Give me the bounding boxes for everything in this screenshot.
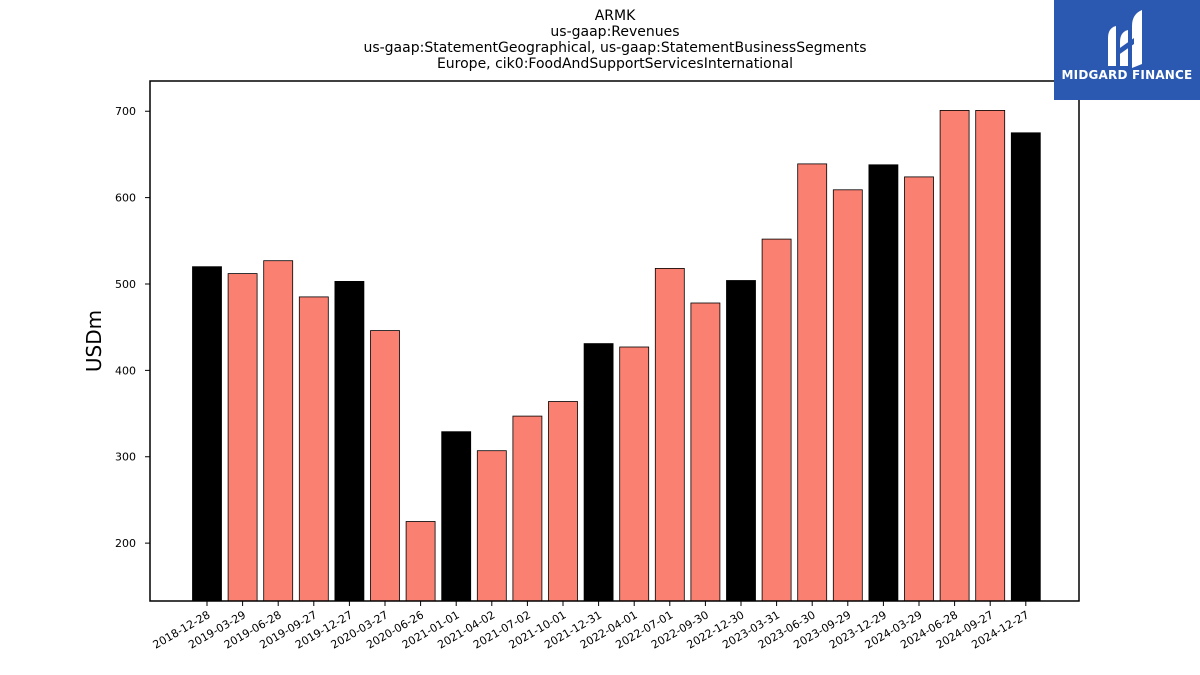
bar	[298, 296, 329, 602]
bar	[548, 401, 578, 602]
bar	[726, 280, 756, 602]
title-line: us-gaap:Revenues	[550, 24, 679, 40]
bar	[797, 163, 828, 602]
bar	[690, 302, 721, 602]
x-axis: 2018-12-282019-03-292019-06-282019-09-27…	[151, 601, 1031, 652]
chart-title: ARMKus-gaap:Revenuesus-gaap:StatementGeo…	[363, 8, 866, 72]
bar	[583, 343, 614, 602]
plot-frame	[149, 80, 1080, 602]
bars	[192, 110, 1041, 602]
bar	[1010, 132, 1041, 602]
bar	[761, 238, 792, 602]
bar	[192, 266, 222, 602]
y-tick-label: 300	[115, 451, 136, 464]
bar	[654, 267, 685, 602]
bar	[904, 176, 934, 602]
bar	[868, 164, 899, 602]
bar	[405, 521, 436, 602]
y-tick-label: 200	[115, 537, 136, 550]
midgard-finance-logo: MIDGARD FINANCE	[1054, 0, 1200, 100]
bar	[263, 260, 294, 602]
logo-text: MIDGARD FINANCE	[1061, 68, 1193, 82]
midgard-logo-icon	[1108, 10, 1142, 68]
y-tick-label: 700	[115, 105, 136, 118]
bar	[370, 330, 400, 602]
y-tick-label: 600	[115, 192, 136, 205]
bar	[512, 415, 543, 602]
bar	[832, 189, 863, 602]
bar	[975, 110, 1006, 602]
y-axis: 200 300 400 500 600 700	[115, 105, 150, 550]
bar	[619, 346, 650, 602]
bar	[227, 273, 258, 602]
bar	[476, 450, 507, 602]
bar	[939, 110, 970, 602]
title-line: us-gaap:StatementGeographical, us-gaap:S…	[363, 40, 866, 56]
bar	[334, 280, 365, 602]
y-tick-label: 500	[115, 278, 136, 291]
y-axis-label: USDm	[82, 310, 106, 372]
y-tick-label: 400	[115, 364, 136, 377]
title-line: ARMK	[595, 8, 636, 24]
title-line: Europe, cik0:FoodAndSupportServicesInter…	[437, 56, 793, 72]
bar	[441, 431, 472, 602]
